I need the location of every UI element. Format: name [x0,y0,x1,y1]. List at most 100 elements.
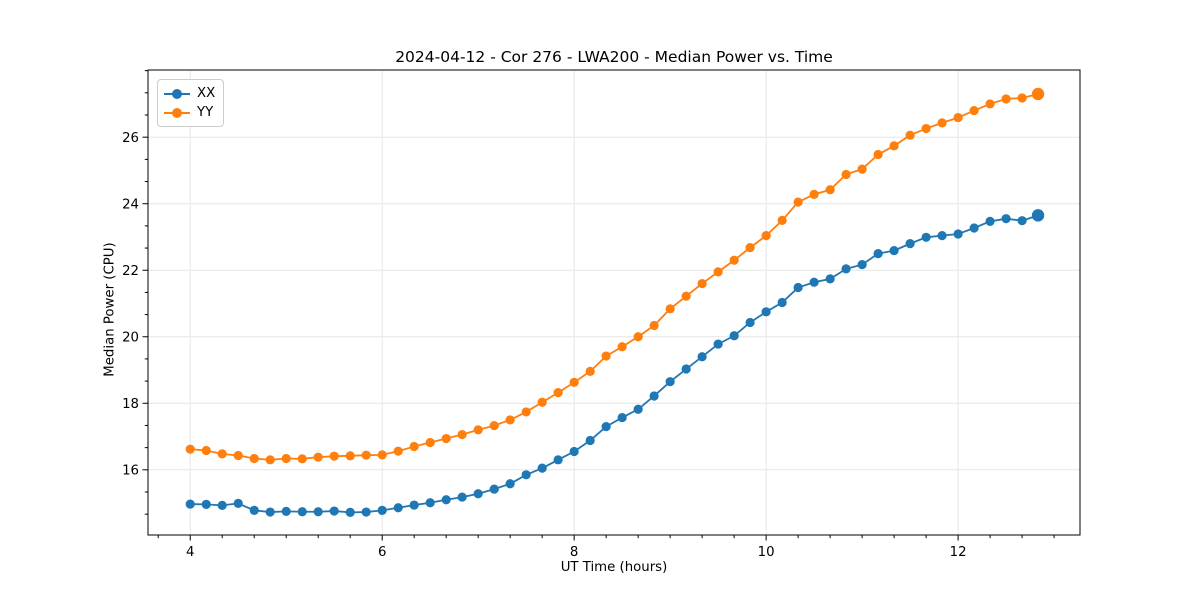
x-tick-label: 12 [950,545,967,560]
data-point-yy [1001,94,1011,104]
data-point-yy [825,185,835,195]
data-point-xx [841,264,851,274]
data-point-yy [633,332,643,342]
data-point-xx [713,339,723,349]
data-point-yy [569,377,579,387]
data-point-xx [793,282,803,293]
y-tick-label: 22 [122,264,139,279]
data-point-yy [601,351,611,361]
data-point-xx [681,364,691,374]
data-point-yy [313,452,323,462]
data-point-xx [809,277,819,287]
data-point-yy [249,453,259,464]
data-point-yy [857,164,867,174]
data-point-xx [217,500,227,510]
data-point-xx [377,505,387,515]
data-point-yy [553,388,563,398]
x-tick-label: 8 [570,545,578,560]
data-point-xx [905,239,915,249]
data-point-yy [777,215,787,225]
data-point-yy [649,320,659,331]
data-point-xx [1017,216,1027,226]
data-point-xx [489,484,499,494]
data-point-yy [473,425,483,435]
data-point-xx [585,435,595,446]
data-point-yy [489,420,499,431]
data-point-yy [201,445,211,456]
data-point-xx [409,500,419,510]
data-point-yy [697,278,707,289]
chart-title: 2024-04-12 - Cor 276 - LWA200 - Median P… [395,48,833,66]
data-point-yy [985,99,995,109]
data-point-yy [329,451,339,461]
data-point-xx [473,489,483,499]
y-tick-label: 18 [122,397,139,412]
data-point-xx [633,404,643,414]
legend-marker-xx-icon [164,88,190,100]
data-point-xx [729,331,739,341]
plot-border [147,69,1081,536]
data-point-yy [889,141,899,151]
data-point-yy [281,453,291,464]
series-yy [185,87,1045,465]
data-point-yy [1031,87,1045,101]
data-point-xx [537,463,547,473]
data-point-yy [809,189,819,199]
data-point-xx [185,499,195,509]
data-point-yy [361,450,371,460]
data-point-xx [745,317,755,328]
data-point-xx [505,479,515,489]
data-point-yy [457,429,467,440]
data-point-yy [297,454,307,464]
data-point-yy [745,243,755,253]
data-point-xx [921,232,931,242]
data-point-yy [841,169,851,180]
data-point-xx [969,223,979,233]
axis-ticks [142,70,1055,541]
y-tick-label: 20 [122,330,139,345]
y-axis-label: Median Power (CPU) [102,242,118,377]
data-point-yy [681,291,691,301]
data-point-yy [409,441,419,452]
data-point-xx [665,377,675,387]
data-point-yy [377,450,387,460]
data-point-xx [201,499,211,509]
tick-labels: 4 6 8 10 12 16 18 20 22 24 26 [122,131,966,560]
data-point-yy [665,304,675,314]
data-point-xx [441,495,451,505]
x-axis-label: UT Time (hours) [560,560,668,575]
gridlines [148,70,1080,535]
data-point-xx [313,507,323,517]
data-point-yy [537,397,547,407]
series-yy-line [190,93,1039,461]
data-point-yy [425,437,435,448]
data-point-xx [569,446,579,457]
data-point-xx [281,506,291,516]
y-tick-label: 16 [122,463,139,478]
data-point-yy [921,123,931,134]
data-point-xx [249,505,259,515]
data-point-yy [873,149,883,160]
series-xx-line [190,214,1039,514]
data-point-xx [649,391,659,401]
data-point-xx [873,249,883,259]
x-tick-label: 6 [378,545,386,560]
data-point-xx [553,455,563,465]
data-point-yy [713,267,723,277]
data-point-xx [857,259,867,270]
data-point-xx [761,307,771,317]
data-point-xx [393,503,403,513]
legend: XX YY [157,79,225,127]
legend-entry-yy: YY [164,103,215,122]
data-point-yy [793,197,803,207]
data-point-xx [825,274,835,284]
data-point-xx [265,507,275,517]
data-point-yy [185,444,195,454]
legend-label-yy: YY [197,105,214,120]
data-point-yy [937,118,947,128]
data-point-xx [297,507,307,517]
data-point-xx [937,231,947,241]
data-point-xx [425,498,435,508]
